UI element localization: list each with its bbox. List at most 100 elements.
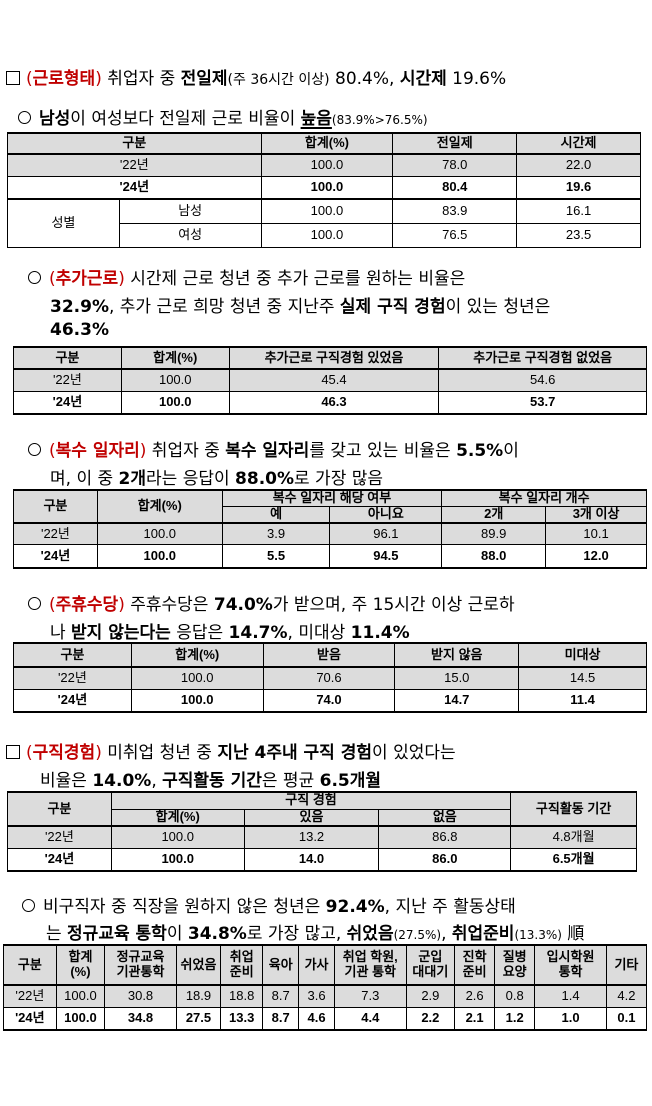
table-cell: 100.0 — [96, 544, 223, 569]
header-cell: 구분 — [3, 944, 57, 986]
table-cell: 2개 — [441, 505, 547, 524]
table-cell: 4.2 — [605, 984, 648, 1008]
table-cell: 구분 — [7, 791, 112, 827]
subsection-gender: 남성이 여성보다 전일제 근로 비율이 높음(83.9%>76.5%) — [18, 104, 428, 129]
table-cell: 16.1 — [516, 198, 641, 224]
table-additional-work: 구분 합계(%) 추가근로 구직경험 있었음 추가근로 구직경험 없었음 '22년 10… — [13, 346, 647, 415]
table-cell: 3.6 — [298, 984, 335, 1008]
section-weekly-allowance-line2: 나 받지 않는다는 응답은 14.7%, 미대상 11.4% — [50, 623, 410, 643]
table-cell: 74.0 — [262, 688, 396, 713]
section-job-search-line2: 비율은 14.0%, 구직활동 기간은 평균 6.5개월 — [40, 771, 382, 791]
table-cell: 11.4 — [518, 688, 647, 713]
table-cell: '24년 — [7, 847, 112, 872]
table-row: '24년 100.0 34.8 27.5 13.3 8.7 4.6 4.4 2.2 2.1 1.2 1… — [3, 1006, 648, 1031]
table-work-type: 구분 합계(%) 전일제 시간제 '22년 100.0 78.0 22.0 '24년 1… — [7, 132, 641, 248]
table-weekly-allowance: 구분 합계(%) 받음 받지 않음 미대상 '22년 100.0 70.6 15.0 14.5 … — [13, 642, 647, 713]
table-cell: 2.2 — [405, 1006, 456, 1031]
table-row: 여성 100.0 76.5 23.5 — [8, 222, 641, 248]
table-cell: '22년 — [13, 521, 98, 546]
table-cell: '24년 — [7, 175, 262, 200]
table-cell: 15.0 — [394, 666, 520, 690]
table-cell: 합계(%) — [130, 642, 264, 668]
table-cell: 0.1 — [605, 1006, 648, 1031]
header-line: 기관 통학 — [344, 964, 396, 979]
table-cell: '24년 — [13, 688, 132, 713]
section-multiple-jobs-line2: 며, 이 중 2개라는 응답이 88.0%로 가장 많음 — [50, 469, 384, 489]
table-row: '22년 100.0 30.8 18.9 18.8 8.7 3.6 7.3 2.9 2.6 0.8 1… — [3, 984, 648, 1008]
table-cell: 45.4 — [228, 368, 440, 392]
table-cell: 89.9 — [441, 521, 547, 546]
header-line: 입시학원 — [546, 949, 595, 965]
header-cell: 진학 준비 — [454, 944, 496, 986]
table-cell: 복수 일자리 해당 여부 — [221, 488, 443, 507]
table-cell: 아니요 — [329, 505, 443, 524]
table-cell: 78.0 — [392, 153, 518, 177]
header-line: 대대기 — [412, 964, 449, 979]
table-cell: 100.0 — [120, 368, 230, 392]
table-row: '24년 100.0 5.5 94.5 88.0 12.0 — [13, 544, 647, 569]
header-line: 군입 — [418, 949, 443, 965]
table-cell: 23.5 — [516, 222, 641, 248]
table-cell: 100.0 — [260, 175, 394, 200]
table-cell: 14.5 — [518, 666, 647, 690]
table-cell: 100.0 — [130, 666, 264, 690]
table-cell: 구분 — [13, 642, 132, 668]
table-activity-status: 구분 합계 (%) 정규교육 기관통학 쉬었음 취업 준비 육아 가사 취업 학원, 기관 통학 군입 대… — [3, 944, 648, 1031]
header-line: 준비 — [462, 964, 487, 979]
table-cell: 96.1 — [329, 521, 443, 546]
header-line: 취업 — [229, 949, 254, 965]
header-line: 요양 — [502, 964, 527, 979]
table-cell: 14.7 — [394, 688, 520, 713]
circle-bullet-icon — [28, 271, 41, 284]
table-cell: 구분 — [13, 346, 122, 370]
table-cell: 4.8개월 — [510, 825, 637, 849]
table-cell: 5.5 — [221, 544, 331, 569]
circle-bullet-icon — [28, 597, 41, 610]
header-line: 취업 학원, — [342, 949, 398, 965]
circle-bullet-icon — [28, 443, 41, 456]
section-additional-work-line3: 46.3% — [50, 320, 109, 340]
table-row: '22년 100.0 3.9 96.1 89.9 10.1 — [13, 521, 647, 546]
header-cell: 군입 대대기 — [405, 944, 456, 986]
header-line: (%) — [70, 964, 91, 979]
table-cell: 18.9 — [175, 984, 222, 1008]
table-cell: 100.0 — [130, 688, 264, 713]
table-cell: 94.5 — [329, 544, 443, 569]
table-cell: 받음 — [262, 642, 396, 668]
square-bullet-icon — [6, 71, 20, 85]
table-cell: 구직활동 기간 — [510, 791, 637, 827]
table-cell: 합계(%) — [110, 808, 245, 827]
table-cell: 추가근로 구직경험 있었음 — [228, 346, 440, 370]
table-cell: 여성 — [118, 222, 262, 248]
table-cell: 100.0 — [96, 521, 223, 546]
header-line: 기관통학 — [116, 964, 165, 979]
header-line: 정규교육 — [116, 949, 165, 965]
header-cell: 질병 요양 — [494, 944, 536, 986]
table-cell: 19.6 — [516, 175, 641, 200]
table-cell: 추가근로 구직경험 없었음 — [438, 346, 647, 370]
table-cell: '22년 — [7, 153, 262, 177]
header-line: 가사 — [304, 956, 329, 972]
header-cell: 취업 학원, 기관 통학 — [333, 944, 407, 986]
table-row: '24년 100.0 46.3 53.7 — [13, 390, 647, 415]
header-line: 진학 — [462, 949, 487, 965]
header-line: 기타 — [614, 956, 639, 972]
header-cell: 가사 — [298, 944, 335, 986]
table-row: '24년 100.0 14.0 86.0 6.5개월 — [7, 847, 637, 872]
table-cell: 27.5 — [175, 1006, 222, 1031]
table-cell: 80.4 — [392, 175, 518, 200]
table-cell: 구분 — [13, 489, 98, 524]
table-row: '24년 100.0 74.0 14.7 11.4 — [13, 688, 647, 713]
table-cell: 받지 않음 — [394, 642, 520, 668]
group-label: 성별 — [7, 198, 120, 248]
header-cell: 기타 — [605, 944, 648, 986]
table-cell: '22년 — [7, 825, 112, 849]
table-cell: 합계(%) — [96, 489, 223, 524]
table-cell: 0.8 — [494, 984, 536, 1008]
table-cell: 남성 — [118, 198, 262, 224]
header-line: 통학 — [558, 964, 583, 979]
header-cell: 정규교육 기관통학 — [104, 944, 177, 986]
section-non-seekers-line2: 는 정규교육 통학이 34.8%로 가장 많고, 쉬었음(27.5%), 취업준… — [46, 924, 585, 944]
table-cell: '22년 — [13, 666, 132, 690]
square-bullet-icon — [6, 745, 20, 759]
